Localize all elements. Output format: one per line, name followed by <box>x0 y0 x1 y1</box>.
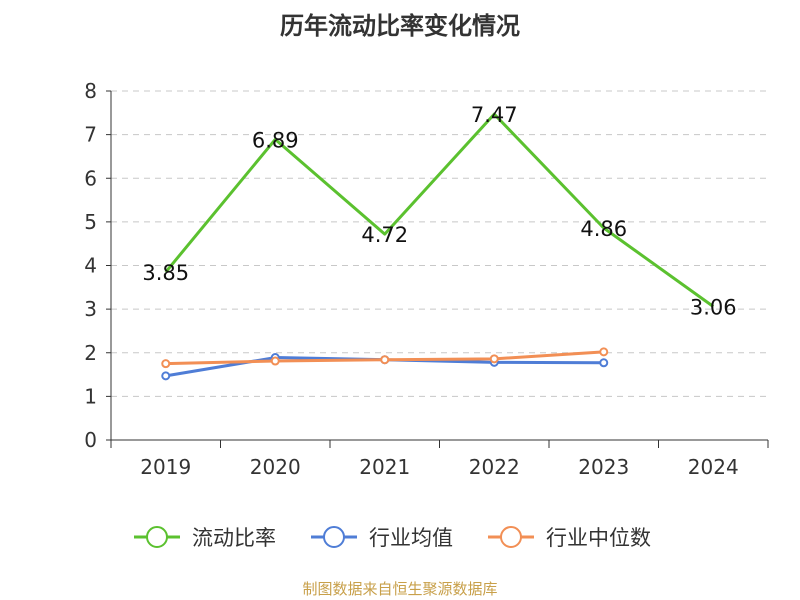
data-labels: 3.85 6.89 4.72 7.47 4.86 3.06 <box>142 103 736 319</box>
x-tick-label: 2023 <box>578 455 629 479</box>
y-tick-label: 5 <box>84 210 97 234</box>
data-label: 3.06 <box>690 296 737 320</box>
data-label: 3.85 <box>142 261 189 285</box>
data-point <box>161 371 171 381</box>
x-tick-label: 2020 <box>250 455 301 479</box>
x-tick-label: 2021 <box>359 455 410 479</box>
data-point <box>599 347 609 357</box>
x-tick-label: 2019 <box>140 455 191 479</box>
data-point <box>270 356 280 366</box>
series-line <box>164 112 715 308</box>
source-note: 制图数据来自恒生聚源数据库 <box>302 580 498 598</box>
y-tick-label: 6 <box>84 166 97 190</box>
legend-marker <box>500 526 522 548</box>
y-tick-label: 0 <box>84 428 97 452</box>
data-label: 4.72 <box>361 223 408 247</box>
legend-label: 行业均值 <box>369 526 453 550</box>
data-point <box>599 358 609 368</box>
grid-lines <box>111 90 768 397</box>
data-point <box>489 354 499 364</box>
axes: 0 1 2 3 4 5 6 7 8 2019 2020 2021 2022 2023 2024 <box>84 79 769 479</box>
y-tick-label: 7 <box>84 123 97 147</box>
data-label: 6.89 <box>252 128 299 152</box>
legend-label: 流动比率 <box>192 526 276 550</box>
legend-marker <box>323 526 345 548</box>
legend: 流动比率 行业均值 行业中位数 <box>134 526 651 550</box>
data-label: 4.86 <box>580 217 627 241</box>
data-point <box>161 359 171 369</box>
y-tick-label: 2 <box>84 341 97 365</box>
x-tick-label: 2024 <box>688 455 739 479</box>
x-tick-label: 2022 <box>469 455 520 479</box>
data-point <box>380 355 390 365</box>
data-label: 7.47 <box>471 103 518 127</box>
y-tick-label: 3 <box>84 297 97 321</box>
y-tick-label: 8 <box>84 79 97 103</box>
series-lines <box>161 112 715 381</box>
y-tick-label: 4 <box>84 254 97 278</box>
y-tick-label: 1 <box>84 384 97 408</box>
legend-label: 行业中位数 <box>546 526 651 550</box>
chart-title: 历年流动比率变化情况 <box>280 12 520 40</box>
legend-marker <box>146 526 168 548</box>
